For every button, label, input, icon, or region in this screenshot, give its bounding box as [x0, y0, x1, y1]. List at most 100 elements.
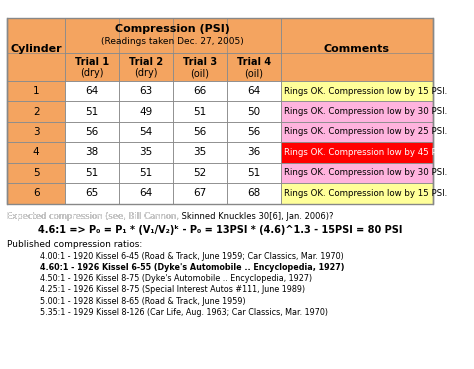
- Text: Cylinder: Cylinder: [10, 44, 62, 54]
- Text: 1: 1: [33, 86, 39, 96]
- Text: 4.00:1 - 1920 Kissel 6-45 (Road & Track, June 1959; Car Classics, Mar. 1970): 4.00:1 - 1920 Kissel 6-45 (Road & Track,…: [40, 252, 344, 261]
- Text: (oil): (oil): [244, 68, 263, 79]
- Bar: [119, 163, 173, 183]
- Text: 64: 64: [247, 86, 260, 96]
- Bar: [281, 101, 433, 122]
- Bar: [8, 142, 65, 163]
- Bar: [8, 53, 433, 81]
- Bar: [173, 163, 227, 183]
- Text: 5.00:1 - 1928 Kissel 8-65 (Road & Track, June 1959): 5.00:1 - 1928 Kissel 8-65 (Road & Track,…: [40, 297, 246, 306]
- Bar: [227, 163, 281, 183]
- Text: 65: 65: [85, 188, 99, 198]
- Text: 51: 51: [139, 168, 153, 178]
- Text: 35: 35: [139, 148, 153, 158]
- Bar: [281, 122, 433, 142]
- Text: 2: 2: [33, 107, 39, 117]
- Bar: [8, 163, 65, 183]
- Bar: [173, 81, 227, 101]
- Text: Rings OK. Compression low by 45 PSI!: Rings OK. Compression low by 45 PSI!: [284, 148, 448, 157]
- Text: 4.50:1 - 1926 Kissel 8-75 (Dyke's Automobile .. Encyclopedia, 1927): 4.50:1 - 1926 Kissel 8-75 (Dyke's Automo…: [40, 274, 312, 283]
- Text: (dry): (dry): [134, 68, 158, 79]
- Text: 54: 54: [139, 127, 153, 137]
- Text: 4.25:1 - 1926 Kissel 8-75 (Special Interest Autos #111, June 1989): 4.25:1 - 1926 Kissel 8-75 (Special Inter…: [40, 286, 305, 294]
- Text: 6: 6: [33, 188, 39, 198]
- Bar: [173, 142, 227, 163]
- Text: 5.35:1 - 1929 Kissel 8-126 (Car Life, Aug. 1963; Car Classics, Mar. 1970): 5.35:1 - 1929 Kissel 8-126 (Car Life, Au…: [40, 308, 328, 317]
- Text: 4.60:1 - 1926 Kissel 6-55 (Dyke's Automobile .. Encyclopedia, 1927): 4.60:1 - 1926 Kissel 6-55 (Dyke's Automo…: [40, 263, 345, 272]
- Bar: [119, 53, 173, 81]
- Text: 63: 63: [139, 86, 153, 96]
- Bar: [119, 142, 173, 163]
- Text: Expected compression (see, Bill Cannon,: Expected compression (see, Bill Cannon,: [8, 212, 182, 221]
- Text: Trial 3: Trial 3: [183, 57, 217, 67]
- Bar: [173, 122, 227, 142]
- Bar: [227, 101, 281, 122]
- Bar: [65, 142, 119, 163]
- Bar: [173, 53, 227, 81]
- Text: Published compression ratios:: Published compression ratios:: [8, 240, 143, 249]
- Text: 50: 50: [247, 107, 260, 117]
- Text: (oil): (oil): [191, 68, 210, 79]
- Text: 51: 51: [85, 107, 99, 117]
- Text: Trial 1: Trial 1: [75, 57, 109, 67]
- Bar: [227, 142, 281, 163]
- Bar: [8, 101, 65, 122]
- Bar: [8, 122, 65, 142]
- Bar: [227, 183, 281, 204]
- Text: 5: 5: [33, 168, 39, 178]
- Text: Comments: Comments: [324, 44, 390, 54]
- Bar: [227, 122, 281, 142]
- Text: 66: 66: [193, 86, 207, 96]
- Bar: [8, 18, 433, 53]
- Bar: [8, 18, 433, 204]
- Text: Rings OK. Compression low by 15 PSI.: Rings OK. Compression low by 15 PSI.: [284, 189, 447, 198]
- Bar: [65, 81, 119, 101]
- Bar: [119, 81, 173, 101]
- Text: 68: 68: [247, 188, 260, 198]
- Bar: [119, 122, 173, 142]
- Bar: [281, 18, 433, 81]
- Bar: [65, 53, 119, 81]
- Text: (Readings taken Dec. 27, 2005): (Readings taken Dec. 27, 2005): [101, 37, 244, 46]
- Text: 56: 56: [85, 127, 99, 137]
- Text: (dry): (dry): [80, 68, 104, 79]
- Text: 64: 64: [85, 86, 99, 96]
- Text: 56: 56: [247, 127, 260, 137]
- Text: 4: 4: [33, 148, 39, 158]
- Text: 52: 52: [193, 168, 207, 178]
- Text: 67: 67: [193, 188, 207, 198]
- Bar: [227, 53, 281, 81]
- Text: 64: 64: [139, 188, 153, 198]
- Text: Trial 2: Trial 2: [129, 57, 163, 67]
- Bar: [65, 18, 281, 53]
- Text: 51: 51: [247, 168, 260, 178]
- Text: 4.6:1 => P₀ = P₁ * (V₁/V₂)ᵏ - P₀ = 13PSI * (4.6)^1.3 - 15PSI = 80 PSI: 4.6:1 => P₀ = P₁ * (V₁/V₂)ᵏ - P₀ = 13PSI…: [38, 225, 402, 235]
- Text: Rings OK. Compression low by 15 PSI.: Rings OK. Compression low by 15 PSI.: [284, 87, 447, 96]
- Bar: [119, 183, 173, 204]
- Bar: [8, 81, 65, 101]
- Text: 56: 56: [193, 127, 207, 137]
- Bar: [173, 183, 227, 204]
- Bar: [281, 163, 433, 183]
- Bar: [65, 183, 119, 204]
- Bar: [281, 142, 433, 163]
- Text: 51: 51: [193, 107, 207, 117]
- Text: Expected compression (see, Bill Cannon, Skinned Knuckles 30[6], Jan. 2006)?: Expected compression (see, Bill Cannon, …: [8, 212, 334, 221]
- Text: 51: 51: [85, 168, 99, 178]
- Bar: [65, 163, 119, 183]
- Bar: [119, 101, 173, 122]
- Text: 3: 3: [33, 127, 39, 137]
- Bar: [281, 81, 433, 101]
- Text: 36: 36: [247, 148, 260, 158]
- Text: Rings OK. Compression low by 25 PSI.: Rings OK. Compression low by 25 PSI.: [284, 127, 447, 137]
- Bar: [8, 183, 65, 204]
- Text: 38: 38: [85, 148, 99, 158]
- Text: Rings OK. Compression low by 30 PSI.: Rings OK. Compression low by 30 PSI.: [284, 107, 447, 116]
- Bar: [65, 101, 119, 122]
- Text: 49: 49: [139, 107, 153, 117]
- Text: Rings OK. Compression low by 30 PSI.: Rings OK. Compression low by 30 PSI.: [284, 168, 447, 177]
- Bar: [227, 81, 281, 101]
- Bar: [281, 183, 433, 204]
- Bar: [8, 18, 65, 81]
- Bar: [65, 122, 119, 142]
